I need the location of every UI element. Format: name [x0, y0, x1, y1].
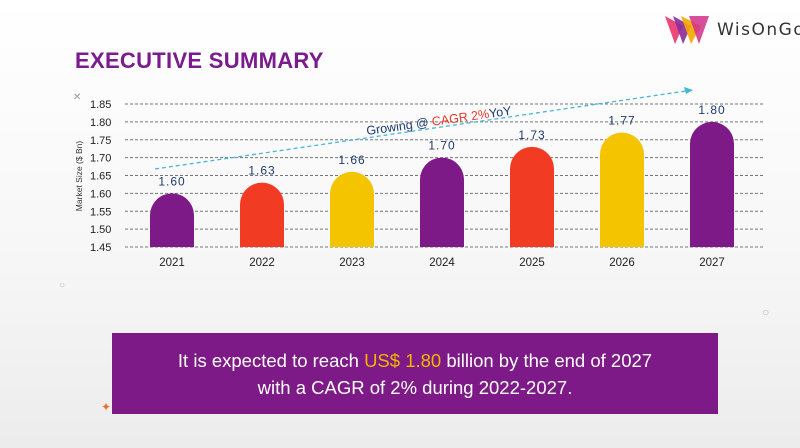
data-label: 1.60 [158, 174, 185, 188]
bar-2021 [150, 193, 194, 247]
summary-banner: It is expected to reach US$ 1.80 billion… [112, 333, 718, 414]
trend-arrow-icon [684, 87, 693, 94]
summary-line-1: It is expected to reach US$ 1.80 billion… [112, 347, 718, 374]
y-tick-label: 1.70 [90, 153, 111, 165]
y-tick-label: 1.80 [90, 117, 111, 129]
x-tick-label: 2022 [249, 257, 275, 269]
trend-line [154, 90, 687, 170]
data-label: 1.66 [338, 153, 365, 167]
annotation-highlight: CAGR 2% [431, 107, 490, 129]
chart-bars [150, 121, 734, 247]
decor-star-icon: ✦ [101, 400, 112, 414]
decor-cross-icon: ✕ [73, 92, 82, 103]
x-tick-label: 2023 [339, 257, 365, 269]
data-label: 1.70 [428, 139, 455, 153]
bar-2027 [690, 121, 734, 247]
wisongo-logo-icon [665, 16, 709, 44]
summary-highlight-value: US$ 1.80 [364, 349, 442, 371]
data-label: 1.77 [608, 114, 635, 128]
y-tick-label: 1.85 [90, 99, 111, 111]
decor-circle-icon: ○ [59, 280, 66, 291]
x-tick-label: 2026 [609, 257, 635, 269]
x-tick-label: 2024 [429, 257, 455, 269]
bar-2025 [510, 146, 554, 247]
x-tick-label: 2021 [159, 257, 185, 269]
bar-2026 [600, 132, 644, 247]
summary-line-2: with a CAGR of 2% during 2022-2027. [257, 376, 573, 398]
page-title: EXECUTIVE SUMMARY [75, 48, 324, 73]
summary-line1-prefix: It is expected to reach [177, 349, 365, 371]
annotation-prefix: Growing @ [365, 115, 432, 138]
data-labels: 1.60 1.63 1.66 1.70 1.73 1.77 1.80 [158, 103, 725, 189]
y-tick-label: 1.60 [90, 188, 111, 200]
y-tick-label: 1.65 [90, 171, 111, 183]
data-label: 1.80 [698, 103, 725, 117]
bar-2023 [330, 171, 374, 247]
x-tick-label: 2027 [699, 257, 725, 269]
bar-2022 [240, 182, 284, 247]
data-label: 1.73 [518, 128, 545, 142]
y-axis-label: Market Size ($ Bn) [74, 141, 84, 212]
y-axis-ticks: 1.85 1.80 1.75 1.70 1.65 1.60 1.55 1.50 1.45 [90, 99, 111, 254]
data-label: 1.63 [248, 164, 275, 178]
y-tick-label: 1.75 [90, 135, 111, 147]
annotation-suffix: YoY [488, 104, 513, 121]
x-tick-label: 2025 [519, 257, 545, 269]
bar-2024 [420, 157, 464, 247]
y-tick-label: 1.55 [90, 206, 111, 218]
y-tick-label: 1.50 [90, 224, 111, 236]
y-tick-label: 1.45 [90, 242, 111, 254]
summary-line1-suffix: billion by the end of 2027 [441, 349, 653, 371]
brand-name: WisOnGo [717, 20, 800, 40]
decor-ring-icon: ○ [762, 305, 770, 319]
market-size-bar-chart: 1.85 1.80 1.75 1.70 1.65 1.60 1.55 1.50 1.45 Mar… [74, 87, 765, 269]
x-axis-ticks: 2021 2022 2023 2024 2025 2026 2027 [159, 257, 725, 269]
brand-logo: WisOnGo [663, 12, 800, 48]
trend-annotation: Growing @ CAGR 2%YoY [365, 104, 513, 138]
